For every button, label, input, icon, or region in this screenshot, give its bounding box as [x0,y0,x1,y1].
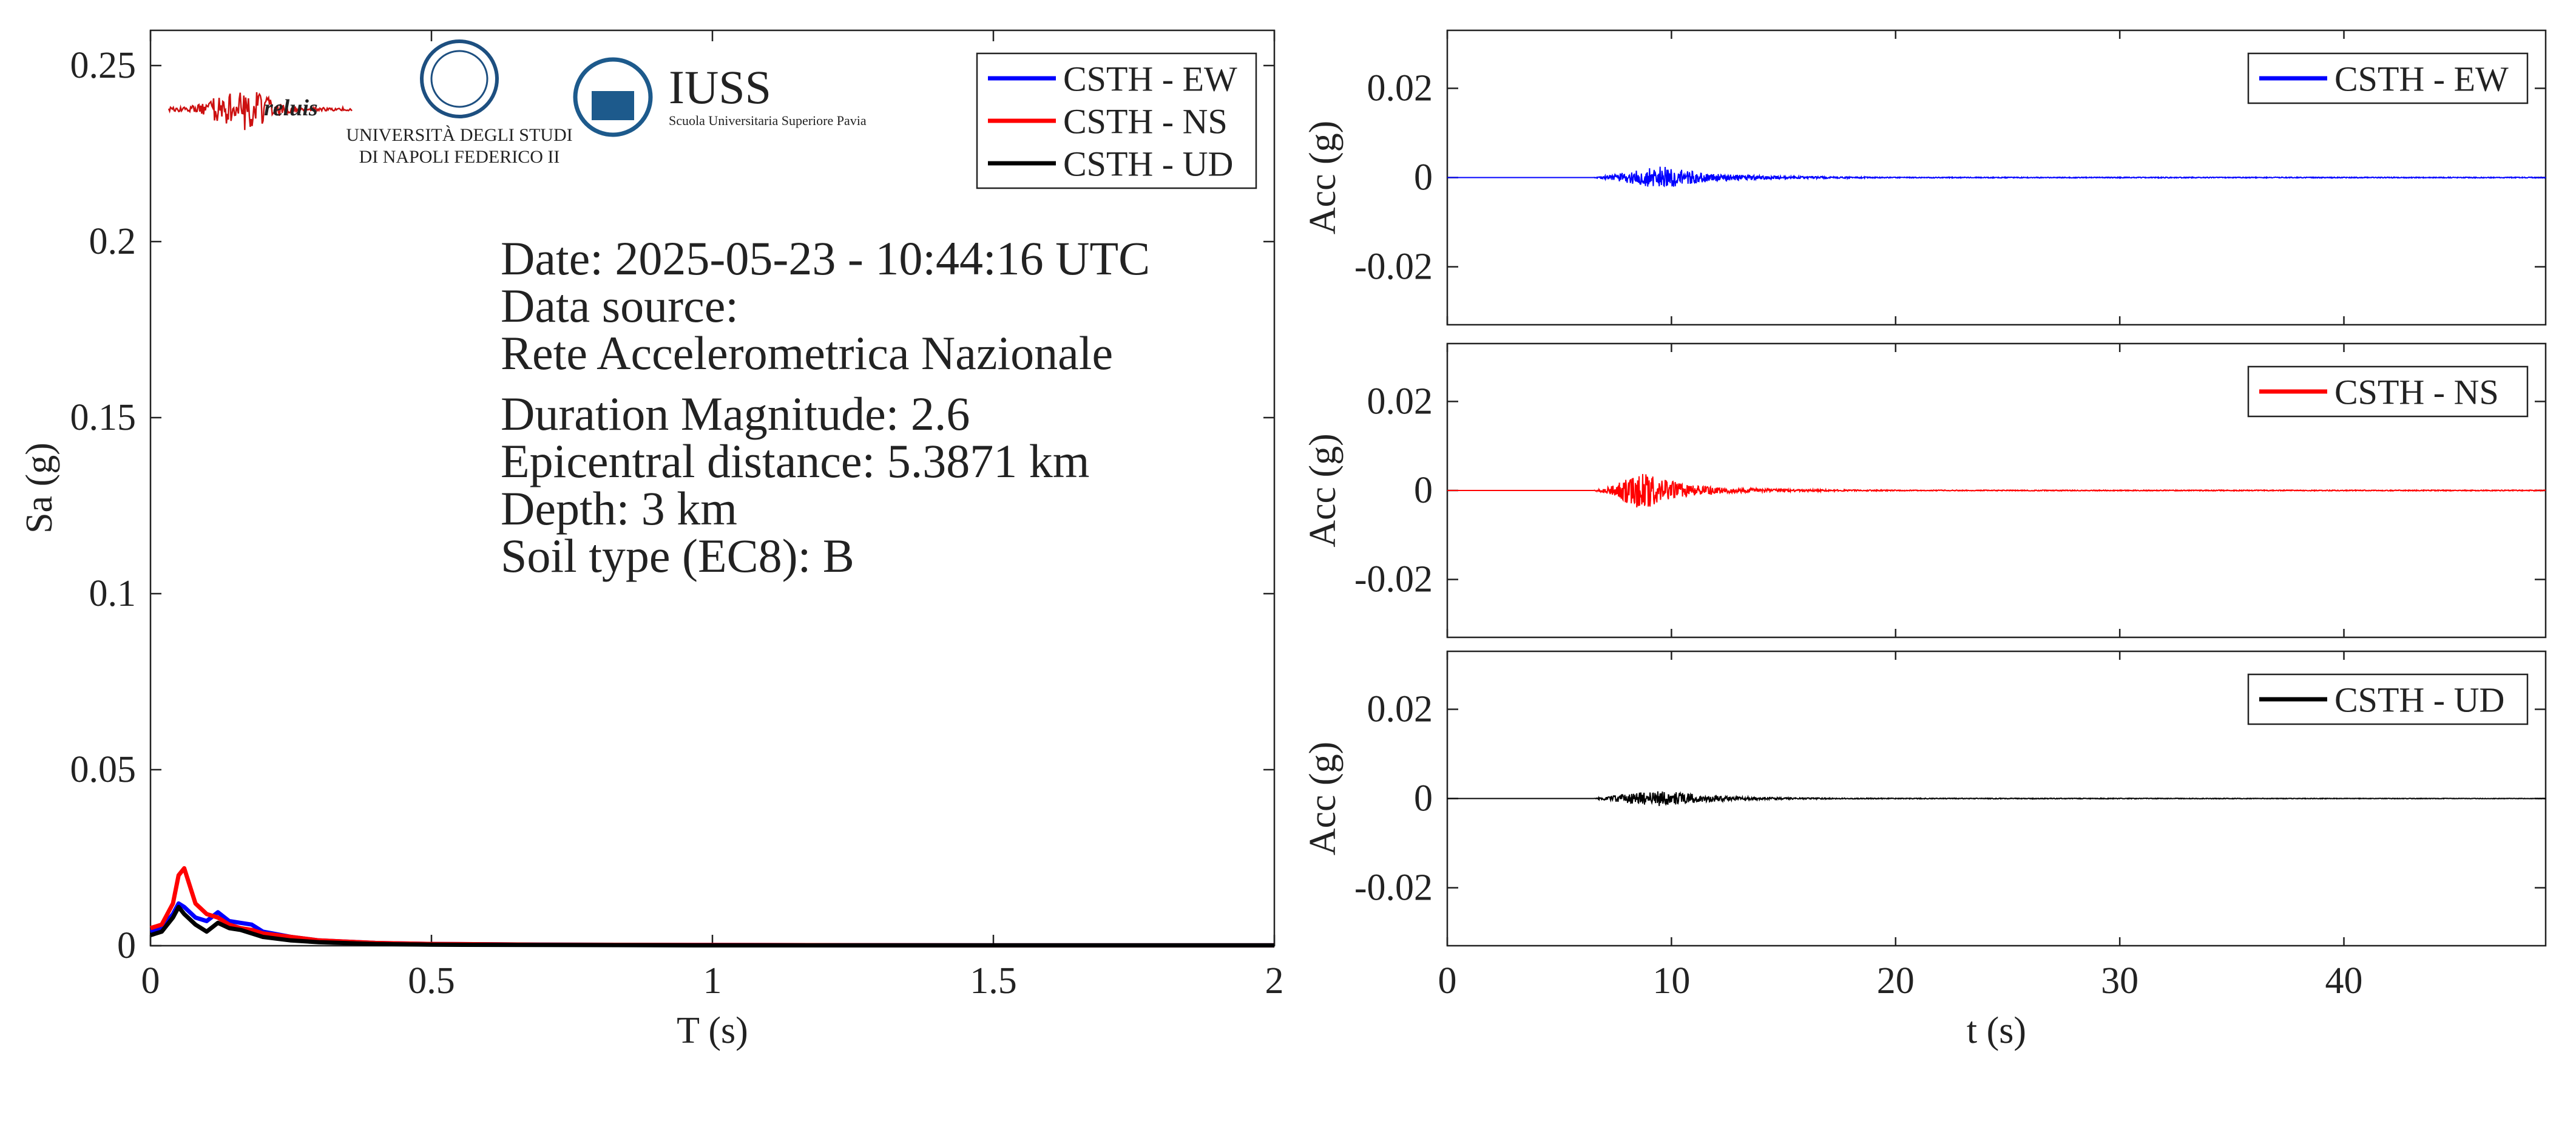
unina-seal-inner-icon [430,50,488,108]
spectrum-xtick-label: 0.5 [408,960,455,1002]
acc-ns-ytick-label: 0 [1414,470,1433,511]
info-depth: Depth: 3 km [501,482,737,535]
acc-ew-ylabel: Acc (g) [1302,121,1344,235]
acc-ud-ylabel: Acc (g) [1302,742,1344,856]
spectrum-panel: 0 0.5 1 1.5 2 0 0.05 0.1 0.15 0.2 0.25 T (s) Sa (g) C… [19,29,1284,1051]
iuss-emblem-icon [573,57,653,137]
spectrum-ylabel: Sa (g) [19,443,60,534]
acc-ud-xlabel: t (s) [1967,1010,2026,1051]
acc-ns-ytick-label: 0.02 [1367,381,1433,422]
acc-ud-xtick-label: 0 [1438,960,1457,1002]
spectrum-xtick-label: 1.5 [970,960,1017,1002]
iuss-logo: IUSS Scuola Universitaria Superiore Pavi… [573,57,867,137]
acc-ud-ytick-label: 0 [1414,778,1433,819]
acc-ew-legend-label-0: CSTH - EW [2334,59,2509,98]
spectrum-xtick-label: 1 [703,960,722,1002]
acc-ud-xtick-label: 10 [1652,960,1690,1002]
acc-ew-waveform [1447,166,2546,188]
info-source-label: Data source: [501,279,739,332]
unina-seal-icon [420,39,499,118]
info-source: Rete Accelerometrica Nazionale [501,327,1113,379]
acc-ud-xtick-label: 40 [2325,960,2363,1002]
acc-ud-xtick-label: 30 [2101,960,2138,1002]
spectrum-ytick-label: 0.05 [70,749,137,790]
acc-ns-ytick-label: -0.02 [1354,559,1433,600]
acc-ud-xtick-label: 20 [1877,960,1915,1002]
acc-ew-ytick-label: -0.02 [1354,246,1433,287]
reluis-logo: reluis [167,92,353,131]
acc-ew-ytick-label: 0.02 [1367,68,1433,109]
spectrum-xlabel: T (s) [677,1010,748,1051]
unina-logo: UNIVERSITÀ DEGLI STUDI DI NAPOLI FEDERIC… [346,39,573,167]
acc-ud-legend-label-0: CSTH - UD [2334,680,2504,719]
spectrum-ytick-label: 0.15 [70,397,137,438]
iuss-logo-subtitle: Scuola Universitaria Superiore Pavia [669,113,867,128]
iuss-building-icon [592,91,634,120]
spectrum-legend-label-2: CSTH - UD [1063,144,1233,183]
unina-logo-line2: DI NAPOLI FEDERICO II [359,147,560,167]
info-distance: Epicentral distance: 5.3871 km [501,435,1089,487]
acc-ew-ytick-label: 0 [1414,157,1433,198]
acc-ud-ytick-label: -0.02 [1354,867,1433,908]
spectrum-legend-label-0: CSTH - EW [1063,59,1237,98]
iuss-logo-title: IUSS [669,61,771,114]
acc-ns-ylabel: Acc (g) [1302,433,1344,548]
reluis-waveform-graphic [167,92,353,131]
spectrum-xtick-label: 2 [1265,960,1284,1002]
spectrum-ytick-label: 0.25 [70,45,137,86]
event-info: Date: 2025-05-23 - 10:44:16 UTC Data sou… [501,232,1150,582]
spectrum-ytick-label: 0.1 [89,573,137,614]
acc-ud-waveform [1447,791,2546,806]
spectrum-xtick-label: 0 [141,960,160,1002]
acc-ud-ytick-label: 0.02 [1367,689,1433,730]
acc-ns-legend-label-0: CSTH - NS [2334,372,2499,412]
spectrum-series-ud [149,904,1274,948]
info-magnitude: Duration Magnitude: 2.6 [501,387,970,440]
reluis-logo-text: reluis [264,95,318,121]
spectrum-ytick-label: 0 [117,925,136,966]
spectrum-legend-label-1: CSTH - NS [1063,101,1228,141]
reluis-wave-line [167,92,353,131]
info-date: Date: 2025-05-23 - 10:44:16 UTC [501,232,1150,285]
spectrum-ytick-label: 0.2 [89,221,137,262]
info-soil: Soil type (EC8): B [501,529,854,582]
unina-logo-line1: UNIVERSITÀ DEGLI STUDI [346,125,572,145]
acc-ns-waveform [1447,473,2546,507]
